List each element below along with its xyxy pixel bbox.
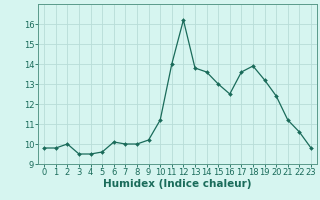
X-axis label: Humidex (Indice chaleur): Humidex (Indice chaleur) <box>103 179 252 189</box>
